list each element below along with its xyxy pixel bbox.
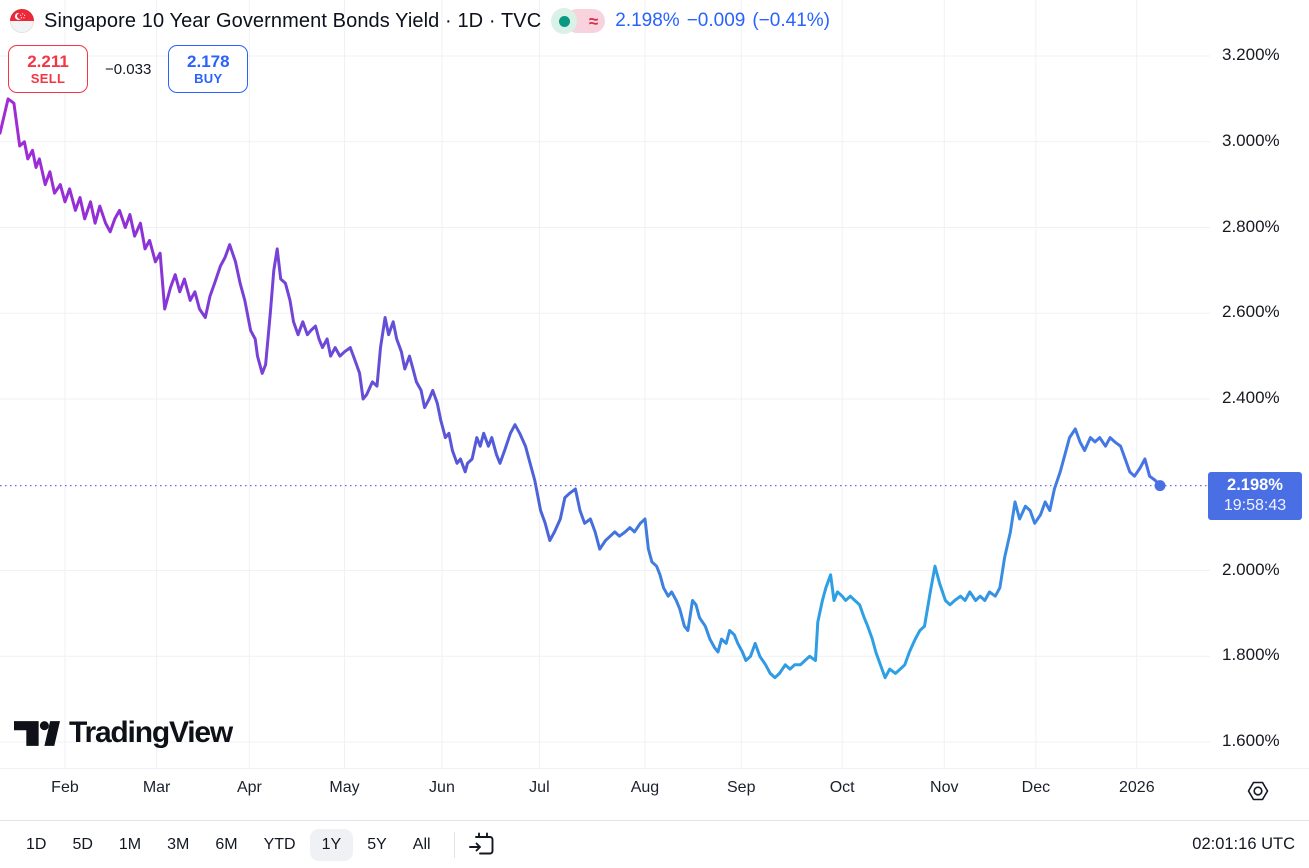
time-scale-label: Apr (236, 779, 262, 796)
last-price-value: 2.198% (615, 10, 680, 31)
market-status-pill[interactable]: ≈ (551, 8, 606, 34)
spread-value: −0.033 (105, 60, 152, 78)
badge-price: 2.198% (1227, 475, 1283, 494)
last-price-dot (1154, 480, 1166, 492)
time-scale-label: Nov (930, 779, 959, 796)
range-selector: 1D 5D 1M 3M 6M YTD 1Y 5Y All (14, 828, 443, 861)
time-scale-label: Aug (630, 779, 660, 796)
range-button-5d[interactable]: 5D (72, 835, 93, 853)
time-scale-label: Jul (529, 779, 550, 796)
buy-button[interactable]: 2.178 BUY (168, 45, 249, 93)
time-scale-label: Jun (429, 779, 455, 796)
bottom-toolbar: 1D 5D 1M 3M 6M YTD 1Y 5Y All 02:01:16 UTC (0, 820, 1309, 868)
sell-button[interactable]: 2.211 SELL (8, 45, 88, 93)
time-scale-label: 2026 (1119, 779, 1155, 796)
last-price-badge: 2.198% 19:58:43 (1208, 471, 1302, 520)
range-button-5y[interactable]: 5Y (367, 835, 387, 853)
price-scale-label: 2.800% (1222, 216, 1280, 236)
price-scale-label: 3.000% (1222, 130, 1280, 150)
time-scale-label: Mar (142, 779, 171, 796)
market-open-icon (551, 8, 578, 34)
time-scale-label: Sep (727, 779, 756, 796)
singapore-flag-icon (10, 9, 34, 33)
badge-countdown: 19:58:43 (1223, 496, 1287, 514)
time-scale-label: Dec (1021, 779, 1051, 796)
go-to-date-icon[interactable] (466, 829, 498, 861)
range-button-all[interactable]: All (412, 835, 431, 853)
utc-clock[interactable]: 02:01:16 UTC (1192, 835, 1295, 853)
price-change: −0.009 (686, 10, 746, 31)
price-scale[interactable]: 3.200% 3.000% 2.800% 2.600% 2.400% 2.000% 1.80… (1210, 0, 1309, 768)
buy-price: 2.178 (187, 52, 230, 71)
range-button-ytd[interactable]: YTD (263, 835, 296, 853)
symbol-title[interactable]: Singapore 10 Year Government Bonds Yield… (44, 9, 542, 32)
price-scale-label: 1.600% (1222, 731, 1280, 750)
order-panel: 2.211 SELL −0.033 2.178 BUY (8, 45, 249, 93)
time-scale-label: May (329, 779, 360, 796)
price-scale-label: 3.200% (1222, 45, 1280, 64)
toolbar-divider (453, 831, 455, 858)
sell-price: 2.211 (27, 52, 69, 71)
range-button-1y[interactable]: 1Y (309, 828, 354, 861)
price-scale-settings-icon[interactable] (1245, 778, 1271, 804)
price-scale-label: 2.600% (1222, 302, 1280, 322)
range-button-1d[interactable]: 1D (26, 835, 47, 853)
price-scale-label: 2.400% (1222, 388, 1280, 407)
tradingview-logo[interactable]: TradingView (14, 716, 233, 750)
buy-label: BUY (194, 71, 223, 86)
chart-header: Singapore 10 Year Government Bonds Yield… (10, 8, 830, 34)
sell-label: SELL (30, 71, 66, 86)
time-scale-label: Oct (829, 779, 855, 796)
tradingview-logo-mark (14, 720, 60, 746)
header-price-group: 2.198% −0.009 (−0.41%) (615, 10, 830, 32)
approx-symbol: ≈ (588, 11, 599, 31)
price-change-percent: (−0.41%) (752, 10, 830, 31)
time-scale-label: Feb (51, 779, 79, 796)
price-scale-label: 1.800% (1222, 645, 1280, 665)
time-scale[interactable]: Feb Mar Apr May Jun Jul Aug Sep Oct Nov Dec 2026 (0, 768, 1309, 811)
range-button-6m[interactable]: 6M (215, 835, 238, 853)
tradingview-logo-text: TradingView (69, 716, 233, 749)
range-button-3m[interactable]: 3M (167, 835, 190, 853)
price-scale-label: 2.000% (1222, 559, 1280, 579)
chart-grid (0, 0, 1210, 768)
range-button-1m[interactable]: 1M (118, 835, 142, 853)
yield-line-series[interactable] (0, 97, 1162, 680)
